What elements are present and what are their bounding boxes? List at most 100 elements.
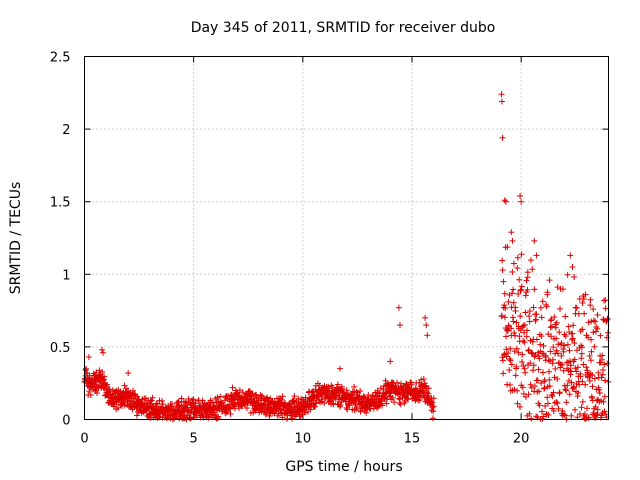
data-point bbox=[579, 344, 586, 351]
data-point bbox=[572, 365, 579, 372]
data-point bbox=[402, 380, 409, 387]
data-point bbox=[159, 397, 166, 404]
data-point bbox=[318, 393, 325, 400]
data-point bbox=[319, 396, 326, 403]
data-point bbox=[514, 387, 521, 394]
data-point bbox=[522, 292, 529, 299]
data-point bbox=[430, 403, 437, 410]
data-point bbox=[598, 374, 605, 381]
data-point bbox=[227, 410, 234, 417]
data-point bbox=[579, 378, 586, 385]
data-point bbox=[424, 389, 431, 396]
data-point bbox=[546, 383, 553, 390]
data-point bbox=[548, 333, 555, 340]
data-point bbox=[603, 334, 610, 341]
data-point bbox=[538, 408, 545, 415]
data-point bbox=[573, 304, 580, 311]
data-point bbox=[559, 286, 566, 293]
data-point bbox=[560, 348, 567, 355]
data-point bbox=[346, 402, 353, 409]
data-point bbox=[229, 384, 236, 391]
data-point bbox=[396, 322, 403, 329]
data-point bbox=[601, 408, 608, 415]
data-point bbox=[533, 252, 540, 259]
data-point bbox=[564, 341, 571, 348]
data-point bbox=[592, 415, 599, 422]
data-point bbox=[115, 404, 122, 411]
data-point bbox=[536, 402, 543, 409]
data-point bbox=[217, 393, 224, 400]
data-point bbox=[199, 397, 206, 404]
data-point bbox=[501, 197, 508, 204]
data-point bbox=[580, 295, 587, 302]
data-point bbox=[521, 339, 528, 346]
data-point bbox=[199, 413, 206, 420]
data-point bbox=[552, 324, 559, 331]
data-point bbox=[511, 386, 518, 393]
y-tick-label: 1 bbox=[62, 268, 70, 283]
data-point bbox=[498, 98, 505, 105]
data-point bbox=[143, 408, 150, 415]
data-point bbox=[501, 302, 508, 309]
data-point bbox=[535, 366, 542, 373]
data-point bbox=[510, 260, 517, 267]
data-point bbox=[293, 411, 300, 418]
data-point bbox=[530, 304, 537, 311]
data-point bbox=[353, 388, 360, 395]
data-point bbox=[587, 357, 594, 364]
data-point bbox=[397, 401, 404, 408]
data-point bbox=[536, 355, 543, 362]
data-point bbox=[361, 394, 368, 401]
data-point bbox=[94, 390, 101, 397]
data-point bbox=[524, 286, 531, 293]
data-point bbox=[562, 412, 569, 419]
data-point bbox=[531, 286, 538, 293]
data-point bbox=[531, 383, 538, 390]
y-tick-label: 2 bbox=[62, 123, 70, 138]
data-point bbox=[506, 356, 513, 363]
data-point bbox=[501, 290, 508, 297]
data-point bbox=[557, 305, 564, 312]
data-point bbox=[602, 297, 609, 304]
data-point bbox=[522, 393, 529, 400]
data-point bbox=[527, 257, 534, 264]
data-point bbox=[336, 365, 343, 372]
data-point bbox=[99, 368, 106, 375]
data-point bbox=[391, 399, 398, 406]
data-point bbox=[594, 311, 601, 318]
data-point bbox=[590, 317, 597, 324]
data-point bbox=[500, 278, 507, 285]
y-ticks: 0 0.5 1 1.5 2 2.5 bbox=[50, 51, 609, 429]
data-point bbox=[562, 313, 569, 320]
data-point bbox=[507, 357, 514, 364]
plot-frame bbox=[84, 56, 609, 420]
data-point bbox=[379, 402, 386, 409]
x-axis-label: GPS time / hours bbox=[285, 459, 402, 475]
data-point bbox=[587, 296, 594, 303]
data-point bbox=[558, 352, 565, 359]
data-point bbox=[553, 335, 560, 342]
data-point bbox=[547, 317, 554, 324]
data-point bbox=[534, 377, 541, 384]
data-point bbox=[553, 399, 560, 406]
data-point bbox=[567, 252, 574, 259]
data-point bbox=[516, 403, 523, 410]
data-point bbox=[597, 332, 604, 339]
x-tick-label: 0 bbox=[80, 432, 88, 447]
data-point bbox=[528, 415, 535, 422]
data-point bbox=[509, 237, 516, 244]
data-point bbox=[604, 360, 611, 367]
data-point bbox=[337, 402, 344, 409]
data-point bbox=[215, 413, 222, 420]
data-point bbox=[568, 412, 575, 419]
data-point bbox=[574, 393, 581, 400]
y-tick-label: 0 bbox=[62, 414, 70, 429]
data-point bbox=[583, 364, 590, 371]
data-point bbox=[568, 368, 575, 375]
data-point bbox=[505, 350, 512, 357]
data-point bbox=[601, 361, 608, 368]
data-point bbox=[214, 394, 221, 401]
data-point bbox=[514, 254, 521, 261]
data-point bbox=[87, 392, 94, 399]
data-point bbox=[508, 229, 515, 236]
